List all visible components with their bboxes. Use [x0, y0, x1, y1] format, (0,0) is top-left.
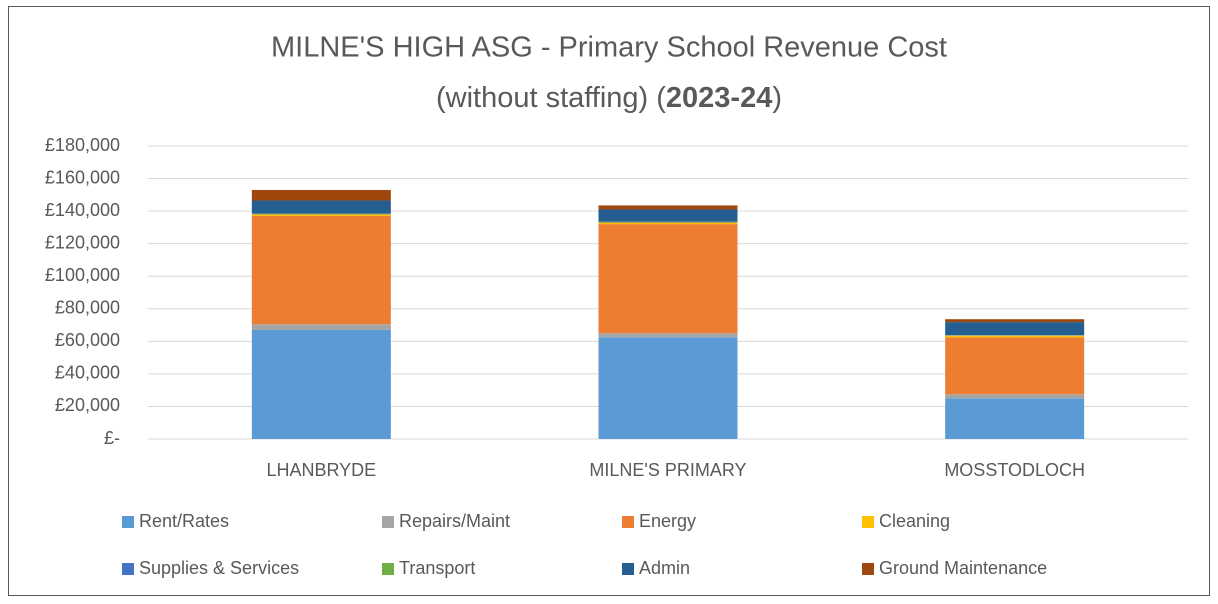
- legend-swatch: [862, 563, 874, 575]
- y-tick-label: £100,000: [45, 265, 120, 285]
- legend-label: Rent/Rates: [139, 511, 229, 531]
- chart-title: (without staffing) (2023-24): [436, 82, 782, 114]
- y-tick-label: £120,000: [45, 232, 120, 252]
- bar-segment: [251, 324, 391, 330]
- bar-segment: [945, 337, 1085, 395]
- legend-swatch: [382, 516, 394, 528]
- title-part: ): [772, 82, 782, 114]
- bar-segment: [945, 394, 1085, 399]
- bar-segment: [945, 322, 1085, 336]
- y-tick-label: £60,000: [55, 330, 120, 350]
- legend-label: Cleaning: [879, 511, 950, 531]
- bar-segment: [251, 329, 391, 439]
- y-tick-label: £160,000: [45, 167, 120, 187]
- chart-title: MILNE'S HIGH ASG - Primary School Revenu…: [271, 32, 947, 64]
- bar-segment: [945, 398, 1085, 439]
- bar-segment: [251, 214, 391, 216]
- bar-segment: [598, 337, 738, 439]
- bar-segment: [598, 333, 738, 338]
- bar-segment: [598, 222, 738, 225]
- x-tick-label: MOSSTODLOCH: [944, 460, 1085, 480]
- bar-segment: [251, 200, 391, 214]
- y-tick-label: £20,000: [55, 395, 120, 415]
- legend-swatch: [382, 563, 394, 575]
- y-tick-label: £140,000: [45, 200, 120, 220]
- legend-swatch: [622, 516, 634, 528]
- y-tick-label: £80,000: [55, 298, 120, 318]
- y-tick-label: £180,000: [45, 135, 120, 155]
- x-tick-label: MILNE'S PRIMARY: [589, 460, 746, 480]
- bar-segment: [251, 215, 391, 325]
- bar-segment: [598, 224, 738, 334]
- bar-segment: [945, 335, 1085, 338]
- legend-label: Transport: [399, 558, 475, 578]
- legend-label: Supplies & Services: [139, 558, 299, 578]
- y-tick-label: £-: [104, 428, 120, 448]
- bar-segment: [945, 319, 1085, 323]
- legend-swatch: [122, 516, 134, 528]
- legend-swatch: [622, 563, 634, 575]
- title-part: 2023-24: [666, 82, 772, 114]
- y-tick-label: £40,000: [55, 363, 120, 383]
- bar-segment: [251, 189, 391, 201]
- legend-label: Energy: [639, 511, 696, 531]
- legend-swatch: [122, 563, 134, 575]
- legend-label: Admin: [639, 558, 690, 578]
- bar-segment: [598, 209, 738, 222]
- x-tick-label: LHANBRYDE: [266, 460, 376, 480]
- legend-label: Ground Maintenance: [879, 558, 1047, 578]
- legend-label: Repairs/Maint: [399, 511, 510, 531]
- bar-segment: [598, 205, 738, 210]
- legend-swatch: [862, 516, 874, 528]
- title-part: (without staffing) (: [436, 82, 666, 114]
